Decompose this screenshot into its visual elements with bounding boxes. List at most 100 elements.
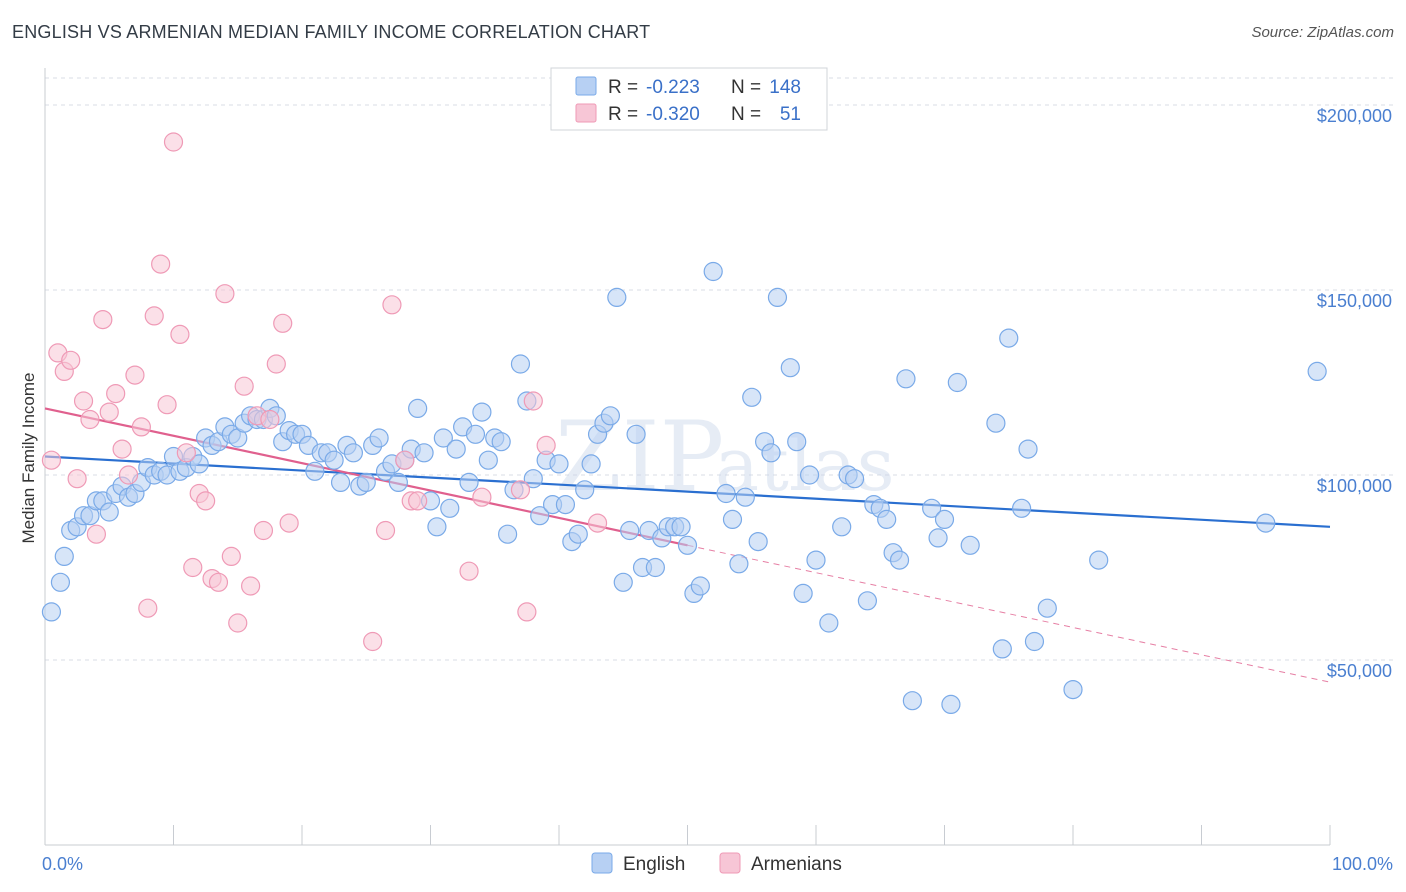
english-point-47 (343, 443, 363, 463)
english-point-49 (356, 472, 376, 492)
english-point-130 (928, 528, 948, 548)
armenians-point-30 (234, 376, 254, 396)
armenians-point-9 (99, 402, 119, 422)
english-point-0 (41, 602, 62, 622)
english-point-2 (54, 546, 74, 567)
armenians-point-16 (144, 306, 164, 326)
armenians-point-8 (93, 310, 113, 330)
legend-r-value-armenians: -0.320 (646, 104, 700, 125)
armenians-point-4 (67, 469, 87, 489)
english-point-128 (902, 691, 922, 711)
armenians-point-43 (408, 491, 428, 511)
english-point-60 (427, 517, 447, 537)
armenians-point-48 (523, 391, 543, 411)
english-point-142 (1063, 679, 1083, 700)
english-point-136 (992, 639, 1012, 659)
english-point-68 (478, 450, 498, 470)
english-point-104 (722, 509, 743, 530)
y-tick-label-3: $200,000 (1317, 106, 1392, 126)
english-point-1 (50, 572, 71, 592)
english-point-84 (581, 454, 601, 474)
armenians-point-17 (151, 254, 171, 274)
armenians-point-27 (215, 284, 235, 304)
english-point-90 (620, 520, 640, 541)
armenians-point-0 (41, 450, 62, 470)
english-point-58 (414, 443, 434, 463)
armenians-point-21 (176, 443, 196, 463)
english-point-61 (433, 428, 453, 448)
english-point-105 (729, 554, 749, 574)
english-point-114 (793, 583, 813, 604)
x-tick-label-0: 0.0% (42, 854, 83, 874)
english-point-111 (767, 287, 788, 307)
armenians-point-45 (472, 487, 492, 507)
english-point-118 (832, 517, 852, 537)
watermark: ZIP atlas (555, 401, 895, 513)
english-point-79 (549, 454, 569, 474)
armenians-point-20 (170, 324, 190, 344)
english-point-76 (530, 506, 550, 526)
armenians-point-3 (61, 350, 81, 370)
english-point-103 (716, 483, 736, 504)
y-tick-labels: $50,000 $100,000 $150,000 $200,000 (1317, 106, 1392, 681)
english-point-45 (330, 472, 351, 492)
english-point-145 (1307, 361, 1327, 381)
english-point-82 (568, 524, 588, 544)
english-point-141 (1037, 598, 1057, 618)
english-point-134 (960, 535, 980, 555)
armenians-point-14 (131, 417, 151, 437)
english-point-101 (690, 576, 710, 596)
english-point-112 (780, 358, 800, 378)
legend-r-label-english: R = (608, 77, 638, 98)
english-point-91 (626, 424, 646, 444)
x-tick-label-1: 100.0% (1332, 854, 1393, 874)
english-point-98 (671, 517, 691, 537)
armenians-point-29 (228, 613, 248, 633)
english-point-66 (465, 424, 486, 444)
english-point-99 (677, 535, 698, 555)
armenians-point-18 (157, 395, 177, 415)
armenians-point-15 (138, 598, 158, 618)
english-point-137 (999, 328, 1019, 348)
legend-n-label-english: N = (731, 77, 761, 98)
armenians-point-50 (587, 513, 608, 533)
english-point-135 (986, 413, 1006, 433)
armenians-point-39 (375, 520, 396, 541)
english-point-54 (388, 472, 408, 492)
bottom-legend-swatch-english (591, 852, 613, 874)
english-point-106 (735, 487, 755, 507)
english-point-107 (742, 387, 762, 407)
armenians-point-38 (363, 631, 383, 652)
y-tick-label-2: $150,000 (1317, 291, 1392, 311)
english-point-110 (761, 443, 781, 463)
legend-swatch-armenians (575, 103, 597, 123)
legend-r-value-english: -0.223 (646, 77, 700, 98)
english-point-131 (934, 509, 955, 530)
english-point-140 (1024, 631, 1045, 652)
english-point-133 (947, 372, 967, 393)
english-point-9 (99, 502, 119, 522)
armenians-point-7 (86, 524, 107, 544)
english-point-127 (896, 369, 916, 389)
armenians-point-49 (536, 435, 556, 455)
armenians-point-28 (221, 546, 241, 567)
english-point-83 (575, 480, 595, 500)
armenians-point-31 (241, 576, 261, 596)
english-point-120 (844, 469, 865, 489)
legend-box (550, 67, 828, 131)
armenians-point-5 (73, 391, 94, 411)
english-point-132 (941, 694, 961, 715)
bottom-legend-english: English (623, 854, 685, 875)
english-trend-line (44, 455, 1331, 528)
english-point-121 (857, 591, 878, 611)
legend-n-value-english: 148 (769, 77, 801, 98)
grid-lines (45, 77, 1395, 661)
english-point-75 (523, 469, 543, 489)
english-point-80 (555, 495, 576, 515)
armenians-point-22 (183, 557, 203, 578)
english-point-88 (607, 287, 627, 307)
axes (44, 68, 1331, 846)
english-point-94 (645, 557, 665, 578)
english-point-115 (799, 465, 820, 485)
armenians-point-10 (106, 384, 126, 404)
